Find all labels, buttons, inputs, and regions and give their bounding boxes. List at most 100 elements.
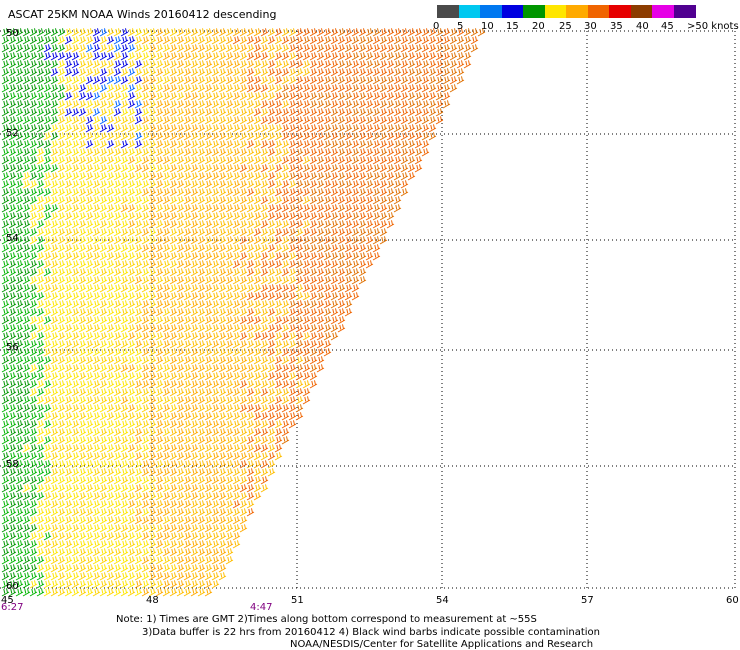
wind-barb	[15, 388, 24, 397]
wind-barb	[92, 60, 101, 69]
wind-barb	[127, 292, 136, 301]
wind-barb	[393, 68, 402, 77]
wind-barb	[309, 332, 318, 341]
wind-barb	[106, 116, 115, 125]
wind-barb	[57, 204, 66, 213]
note-line-2: 3)Data buffer is 22 hrs from 20160412 4)…	[142, 627, 600, 638]
wind-barb	[190, 212, 199, 221]
wind-barb	[337, 236, 346, 245]
wind-barb	[274, 60, 283, 69]
wind-barb	[218, 364, 227, 373]
wind-barb	[8, 228, 17, 237]
wind-barb	[197, 204, 206, 213]
wind-barb	[134, 356, 143, 365]
wind-barb	[106, 588, 115, 597]
wind-barb	[71, 444, 80, 453]
wind-barb	[127, 28, 136, 37]
wind-barb	[71, 316, 80, 325]
wind-barb	[127, 420, 136, 429]
wind-barb	[365, 84, 374, 93]
wind-barb	[148, 188, 157, 197]
wind-barb	[176, 172, 185, 181]
wind-barb	[64, 556, 73, 565]
wind-barb	[260, 116, 269, 125]
wind-barb	[204, 84, 213, 93]
wind-barb	[316, 292, 325, 301]
wind-barb	[106, 500, 115, 509]
wind-barb	[22, 300, 31, 309]
wind-barb	[239, 364, 248, 373]
wind-barb	[85, 228, 94, 237]
wind-barb	[22, 492, 31, 501]
wind-barb	[253, 428, 262, 437]
wind-barb	[211, 572, 220, 581]
wind-barb	[246, 60, 255, 69]
wind-barb	[176, 468, 185, 477]
wind-barb	[379, 140, 388, 149]
wind-barb	[316, 236, 325, 245]
wind-barb	[127, 364, 136, 373]
wind-barb	[134, 372, 143, 381]
wind-barb	[64, 108, 73, 117]
wind-barb	[43, 92, 52, 101]
wind-barb	[148, 436, 157, 445]
wind-barb	[232, 108, 241, 117]
wind-barb	[267, 452, 276, 461]
wind-barb	[57, 252, 66, 261]
wind-barb	[190, 148, 199, 157]
wind-barb	[85, 324, 94, 333]
wind-barb	[211, 540, 220, 549]
wind-barb	[302, 380, 311, 389]
wind-barb	[22, 140, 31, 149]
wind-barb	[120, 172, 129, 181]
wind-barb	[183, 68, 192, 77]
wind-barb	[351, 196, 360, 205]
wind-barb	[8, 28, 17, 37]
wind-barb	[155, 156, 164, 165]
wind-barb	[141, 380, 150, 389]
wind-barb	[218, 556, 227, 565]
wind-barb	[113, 228, 122, 237]
wind-barb	[22, 508, 31, 517]
wind-barb	[36, 44, 45, 53]
wind-barb	[218, 492, 227, 501]
wind-barb	[260, 68, 269, 77]
wind-barb	[29, 436, 38, 445]
wind-barb	[113, 564, 122, 573]
wind-barb	[190, 164, 199, 173]
wind-barb	[211, 332, 220, 341]
wind-barb	[302, 260, 311, 269]
wind-barb	[337, 308, 346, 317]
wind-barb	[134, 556, 143, 565]
wind-barb	[218, 332, 227, 341]
wind-barb	[309, 156, 318, 165]
wind-barb	[344, 140, 353, 149]
wind-barb	[57, 428, 66, 437]
wind-barb	[414, 92, 423, 101]
wind-barb	[64, 404, 73, 413]
wind-barb	[225, 420, 234, 429]
wind-barb	[99, 308, 108, 317]
wind-barb	[99, 236, 108, 245]
wind-barb	[337, 124, 346, 133]
wind-barb	[1, 100, 10, 109]
wind-barb	[43, 308, 52, 317]
wind-barb	[85, 140, 94, 149]
wind-barb	[246, 492, 255, 501]
wind-barb	[428, 92, 437, 101]
wind-barb	[148, 196, 157, 205]
wind-barb	[225, 28, 234, 37]
wind-barb	[372, 28, 381, 37]
wind-barb	[260, 292, 269, 301]
wind-barb	[1, 452, 10, 461]
wind-barb	[260, 284, 269, 293]
wind-barb	[239, 28, 248, 37]
wind-barb	[134, 164, 143, 173]
wind-barb	[57, 52, 66, 61]
wind-barb	[330, 108, 339, 117]
wind-barb	[197, 68, 206, 77]
wind-barb	[218, 516, 227, 525]
wind-barb	[50, 292, 59, 301]
wind-barb	[85, 188, 94, 197]
wind-barb	[155, 436, 164, 445]
